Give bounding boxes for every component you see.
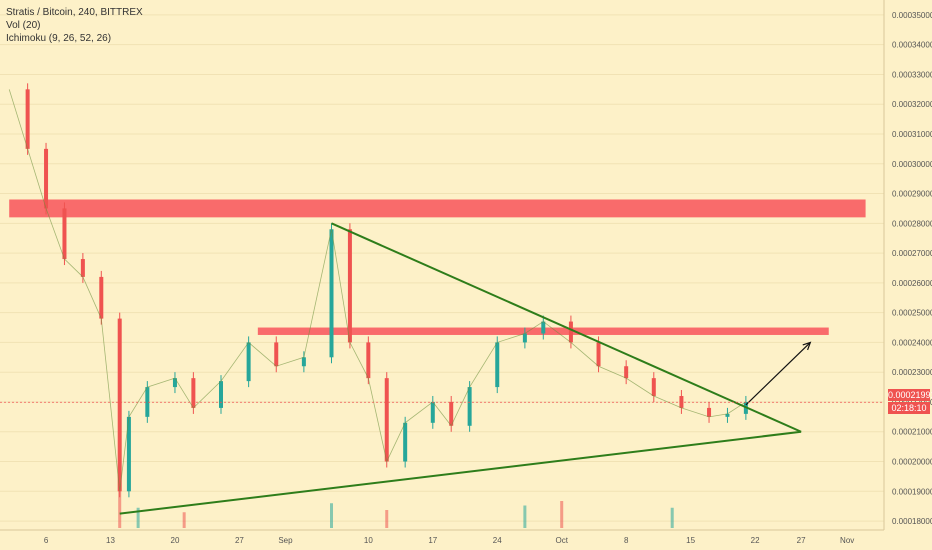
y-tick-label: 0.00019000: [892, 487, 932, 496]
candle-body: [651, 378, 656, 397]
x-tick-label: 24: [493, 536, 502, 545]
y-tick-label: 0.00023000: [892, 368, 932, 377]
y-tick-label: 0.00020000: [892, 458, 932, 467]
candle-body: [568, 321, 573, 343]
candle-body: [99, 276, 104, 319]
volume-bar: [330, 503, 333, 528]
candle-body: [301, 357, 306, 367]
y-tick-label: 0.00026000: [892, 279, 932, 288]
candle-body: [25, 89, 30, 149]
legend-title: Stratis / Bitcoin, 240, BITTREX: [6, 7, 143, 18]
price-line: [8, 89, 747, 492]
arrow-shaft: [745, 341, 811, 406]
candle-body: [62, 208, 67, 260]
candle-body: [145, 387, 150, 417]
legend-ichimoku: Ichimoku (9, 26, 52, 26): [6, 33, 112, 44]
resistance-zone: [9, 199, 866, 218]
x-tick-label: Nov: [840, 536, 854, 545]
candle-body: [80, 259, 85, 277]
last-price-tag: 0.00021991: [888, 389, 932, 401]
candle-body: [274, 342, 279, 367]
chart-legend: Stratis / Bitcoin, 240, BITTREX Vol (20)…: [6, 6, 143, 45]
y-tick-label: 0.00033000: [892, 70, 932, 79]
x-tick-label: 27: [797, 536, 806, 545]
trendline: [331, 222, 802, 433]
y-tick-label: 0.00032000: [892, 100, 932, 109]
y-tick-label: 0.00029000: [892, 190, 932, 199]
candle-body: [172, 378, 177, 388]
x-tick-label: 17: [428, 536, 437, 545]
volume-layer: [118, 483, 674, 528]
candle-body: [366, 342, 371, 379]
candle-body: [449, 401, 454, 426]
x-tick-label: Sep: [278, 536, 293, 545]
y-tick-label: 0.00018000: [892, 517, 932, 526]
volume-bar: [560, 501, 564, 528]
x-tick-label: 6: [44, 536, 49, 545]
volume-bar: [385, 510, 389, 528]
candle-body: [430, 401, 435, 423]
y-tick-label: 0.00024000: [892, 338, 932, 347]
candle-body: [467, 387, 472, 426]
candle-body: [44, 148, 49, 209]
arrow-head: [802, 341, 812, 351]
candle-body: [191, 378, 196, 408]
price-series: [8, 83, 748, 498]
candle-body: [117, 318, 122, 492]
trendline: [119, 430, 802, 515]
y-tick-label: 0.00034000: [892, 41, 932, 50]
y-tick-label: 0.00027000: [892, 249, 932, 258]
candle-body: [624, 366, 629, 379]
countdown-tag: 02:18:10: [888, 402, 930, 414]
volume-bar: [118, 483, 122, 528]
candle-body: [219, 381, 223, 408]
y-tick-label: 0.00035000: [892, 11, 932, 20]
candle-body: [347, 229, 352, 343]
candle-body: [596, 342, 601, 367]
x-tick-label: 10: [364, 536, 373, 545]
trendlines: [119, 222, 802, 515]
x-tick-label: Oct: [555, 536, 568, 545]
candle-body: [126, 416, 131, 492]
y-tick-label: 0.00025000: [892, 309, 932, 318]
x-tick-label: 13: [106, 536, 115, 545]
candle-body: [707, 407, 712, 417]
x-axis: 6 13 20 27 Sep 10 17 24 Oct 8 15 22 27 Nov: [0, 529, 884, 545]
y-tick-label: 0.00031000: [892, 130, 932, 139]
breakout-arrow: [745, 341, 812, 406]
candle-body: [403, 422, 408, 462]
volume-bar: [670, 507, 674, 528]
candle-body: [725, 413, 730, 417]
x-tick-label: 8: [624, 536, 629, 545]
y-tick-label: 0.00021000: [892, 428, 932, 437]
candle-body: [522, 333, 527, 343]
x-tick-label: 22: [751, 536, 760, 545]
x-tick-label: 15: [686, 536, 695, 545]
volume-bar: [523, 505, 527, 528]
legend-volume: Vol (20): [6, 20, 41, 31]
candle-body: [541, 321, 546, 334]
candle-body: [329, 229, 334, 358]
y-tick-label: 0.00028000: [892, 219, 932, 228]
candle-body: [384, 378, 389, 462]
y-tick-label: 0.00030000: [892, 160, 932, 169]
x-tick-label: 20: [171, 536, 180, 545]
candle-body: [495, 342, 500, 388]
volume-bar: [136, 507, 140, 528]
candle-body: [246, 342, 251, 382]
x-tick-label: 27: [235, 536, 244, 545]
volume-bar: [182, 512, 186, 528]
